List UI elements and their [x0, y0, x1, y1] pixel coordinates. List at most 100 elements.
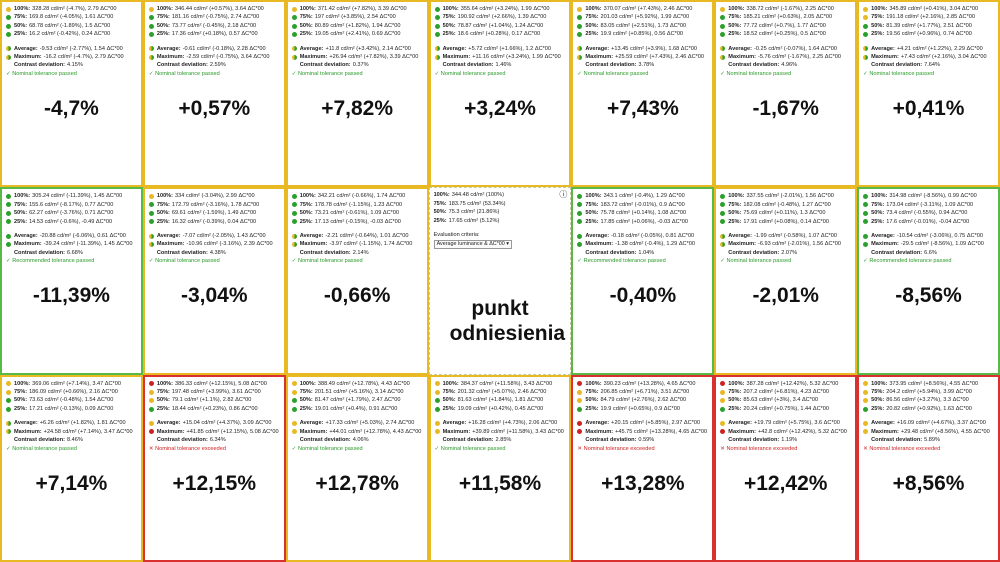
line-value: +29.48 cd/m² (+8.56%), 4.55 ΔC*00: [900, 428, 990, 435]
status-dot: [863, 242, 869, 248]
cell-info: 100%: 373.95 cd/m² (+8.56%), 4.55 ΔC*00 75…: [863, 380, 994, 453]
line-label: 50%:: [728, 397, 742, 404]
status-dot: [863, 381, 869, 387]
tolerance-status: ✕ Nominal tolerance exceeded: [148, 445, 226, 452]
line-value: 328.28 cd/m² (-4.7%), 2.79 ΔC*00: [32, 6, 117, 12]
contrast-line: Contrast deviation: 2.14%: [292, 249, 423, 257]
status-dot: [6, 389, 11, 395]
tolerance-status: ✓ Nominal tolerance passed: [291, 70, 363, 77]
tolerance-status: ✓ Nominal tolerance passed: [434, 70, 506, 77]
deviation-value: -8,56%: [895, 284, 962, 308]
measure-line: 25%: 14.53 cd/m² (-0.6%), -0.49 ΔC*00: [6, 218, 137, 226]
status-dot: [863, 406, 869, 412]
contrast-value: 2.59%: [209, 62, 226, 69]
line-label: Maximum:: [14, 54, 42, 61]
line-value: 305.24 cd/m² (-11.39%), 1.45 ΔC*00: [32, 193, 123, 200]
line-label: 25%:: [585, 405, 599, 412]
contrast-line: Contrast deviation: 2.59%: [149, 61, 280, 69]
line-label: 50%:: [156, 210, 170, 217]
status-dot: [6, 15, 11, 21]
line-value: 343.1 cd/m² (-0.4%), 1.29 ΔC*00: [603, 193, 685, 200]
measure-line: 100%: 387.28 cd/m² (+12.42%), 5.32 ΔC*00: [720, 380, 851, 388]
measurement-cell: 100%: 370.07 cd/m² (+7.43%), 2.46 ΔC*00 75…: [571, 0, 715, 188]
measure-line: 75%: 172.79 cd/m² (-3.16%), 1.78 ΔC*00: [148, 201, 280, 209]
status-dot: [148, 15, 154, 21]
contrast-label: Contrast deviation:: [299, 62, 351, 69]
status-dot: [863, 420, 869, 426]
measure-line: 25%: 20.82 cd/m² (+0.92%), 1.63 ΔC*00: [863, 405, 994, 413]
line-value: 206.85 cd/m² (+6.71%), 3.51 ΔC*00: [600, 389, 690, 396]
line-label: 75%:: [585, 201, 599, 208]
line-value: -5.76 cd/m² (-1.67%), 2.25 ΔC*00: [757, 54, 841, 61]
status-dot: [291, 15, 297, 21]
line-label: 75%:: [442, 389, 456, 396]
line-label: 100%:: [299, 6, 316, 12]
line-value: 207.2 cd/m² (+6.81%), 4.23 ΔC*00: [743, 389, 830, 396]
status-dot: [6, 381, 11, 387]
status-dot: [720, 219, 726, 225]
measure-line: 50%: 81.39 cd/m² (+1.77%), 2.51 ΔC*00: [863, 22, 994, 30]
status-dot: [148, 233, 154, 239]
measure-line: 50%: 86.56 cd/m² (+3.27%), 3.3 ΔC*00: [863, 396, 994, 404]
status-dot: [577, 194, 583, 200]
tolerance-status: ✓ Nominal tolerance passed: [720, 70, 792, 77]
measure-line: Maximum: -2.59 cd/m² (-0.75%), 3.64 ΔC*00: [148, 53, 280, 61]
line-label: 100%:: [871, 193, 888, 200]
status-dot: [6, 420, 11, 426]
status-dot: [434, 23, 440, 29]
measure-line: 100%: 344.48 cd/m² (100%): [434, 191, 567, 199]
status-dot: [577, 233, 583, 239]
line-value: 77.72 cd/m² (+0.7%), 1.77 ΔC*00: [743, 22, 826, 29]
measure-line: 75%: 183.75 cd/m² (53.34%): [434, 200, 567, 208]
measure-line: 50%: 81.47 cd/m² (+1.79%), 2.47 ΔC*00: [291, 396, 423, 404]
status-dot: [863, 429, 869, 435]
contrast-value: 0.37%: [352, 62, 369, 69]
line-value: 73.63 cd/m² (-0.48%), 1.54 ΔC*00: [29, 397, 114, 404]
line-label: 100%:: [442, 6, 459, 12]
status-dot: [577, 219, 583, 225]
deviation-value: -2,01%: [752, 284, 819, 308]
line-value: 73.21 cd/m² (-0.61%), 1.09 ΔC*00: [314, 210, 400, 217]
measure-line: 50%: 73.21 cd/m² (-0.61%), 1.09 ΔC*00: [291, 209, 423, 217]
cell-info: 100%: 345.89 cd/m² (+0.41%), 3.04 ΔC*00 75…: [863, 5, 994, 78]
contrast-label: Contrast deviation:: [14, 62, 65, 69]
line-label: Average:: [299, 45, 324, 52]
line-value: -3.97 cd/m² (-1.15%), 1.74 ΔC*00: [329, 241, 413, 248]
measure-line: Average: +13.45 cd/m² (+3.9%), 1.68 ΔC*00: [577, 45, 708, 53]
contrast-value: 1.46%: [495, 62, 512, 69]
contrast-value: 0.59%: [638, 437, 655, 444]
contrast-line: Contrast deviation: 4.38%: [149, 249, 280, 257]
line-label: 100%:: [299, 193, 316, 200]
measure-line: 100%: 328.28 cd/m² (-4.7%), 2.79 ΔC*00: [6, 5, 137, 13]
status-dot: [6, 429, 11, 435]
line-label: 25%:: [728, 405, 742, 412]
measure-line: 25%: 19.9 cd/m² (+0.85%), 0.56 ΔC*00: [577, 30, 708, 38]
status-dot: [720, 202, 726, 208]
line-value: +26.94 cd/m² (+7.82%), 3.39 ΔC*00: [329, 54, 419, 61]
line-label: 25%:: [299, 405, 313, 412]
measure-line: Average: +5.72 cd/m² (+1.66%), 1.2 ΔC*00: [434, 45, 566, 53]
measure-line: 25%: 18.52 cd/m² (+0.25%), 0.5 ΔC*00: [720, 30, 851, 38]
line-value: 388.49 cd/m² (+12.78%), 4.43 ΔC*00: [317, 380, 410, 387]
line-label: 25%:: [585, 218, 599, 225]
status-dot: [577, 23, 583, 29]
measure-line: 25%: 17.65 cd/m² (5.12%): [434, 217, 567, 225]
status-dot: [6, 54, 11, 60]
measure-line: 25%: 18.6 cd/m² (+0.28%), 0.17 ΔC*00: [434, 30, 566, 38]
deviation-value: +11,58%: [458, 471, 542, 495]
line-value: 17.85 cd/m² (+0.06%), -0.03 ΔC*00: [600, 218, 689, 225]
status-dot: [863, 219, 869, 225]
measure-line: Maximum: -6.93 cd/m² (-2.01%), 1.56 ΔC*00: [720, 240, 851, 248]
measure-line: 50%: 79.1 cd/m² (+1.1%), 2.82 ΔC*00: [148, 396, 280, 404]
line-value: 172.79 cd/m² (-3.16%), 1.78 ΔC*00: [171, 201, 260, 208]
line-label: 100%:: [156, 380, 174, 387]
status-dot: [434, 46, 440, 52]
tolerance-status: ✓ Nominal tolerance passed: [291, 258, 363, 265]
criteria-select[interactable]: Average luminance & ΔC*00 ▾: [433, 240, 513, 250]
status-dot: [720, 398, 726, 404]
info-icon[interactable]: ⓘ: [559, 190, 568, 200]
measure-line: 25%: 16.32 cd/m² (-0.39%), 0.04 ΔC*00: [148, 218, 280, 226]
measure-line: Average: -0.25 cd/m² (-0.07%), 1.64 ΔC*00: [720, 45, 851, 53]
measure-line: 25%: 19.01 cd/m² (+0.4%), 0.91 ΔC*00: [291, 405, 423, 413]
contrast-line: Contrast deviation: 2.85%: [435, 436, 566, 444]
